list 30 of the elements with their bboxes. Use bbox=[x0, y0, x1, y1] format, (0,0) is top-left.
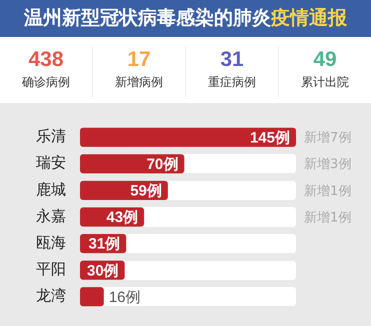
data-label: 70例 bbox=[146, 156, 178, 173]
text: 31 bbox=[219, 47, 245, 73]
y-tick-label: 龙湾 bbox=[36, 286, 66, 305]
y-tick-label: 平阳 bbox=[36, 260, 66, 278]
data-label: 43例 bbox=[106, 209, 138, 226]
text: 累计出院 bbox=[300, 74, 350, 91]
text: 温州新型冠状病毒感染的肺炎 bbox=[24, 7, 271, 29]
data-label: 145例 bbox=[250, 129, 290, 146]
data-label: 16例 bbox=[108, 288, 141, 306]
bar bbox=[80, 128, 296, 147]
text: 438 bbox=[27, 47, 65, 73]
data-label: 31例 bbox=[88, 236, 120, 253]
text: 确诊病例 bbox=[21, 74, 71, 91]
text: 17 bbox=[126, 47, 152, 73]
data-label: 30例 bbox=[87, 262, 119, 280]
text: 新增7例 bbox=[304, 130, 352, 146]
text: 重症病例 bbox=[207, 74, 257, 91]
y-tick-label: 乐清 bbox=[36, 127, 66, 146]
data-label: 59例 bbox=[130, 182, 162, 200]
text: 新增1例 bbox=[304, 184, 352, 199]
y-tick-label: 瑞安 bbox=[36, 154, 66, 172]
y-tick-label: 鹿城 bbox=[36, 180, 66, 198]
y-tick-label: 永嘉 bbox=[36, 206, 66, 225]
text: 新增3例 bbox=[304, 157, 352, 172]
y-tick-label: 瓯海 bbox=[36, 233, 66, 252]
text: 新增1例 bbox=[304, 210, 352, 226]
bar bbox=[80, 287, 104, 306]
text: 49 bbox=[312, 47, 338, 73]
text: 新增病例 bbox=[114, 74, 164, 91]
text: 疫情通报 bbox=[271, 7, 347, 29]
